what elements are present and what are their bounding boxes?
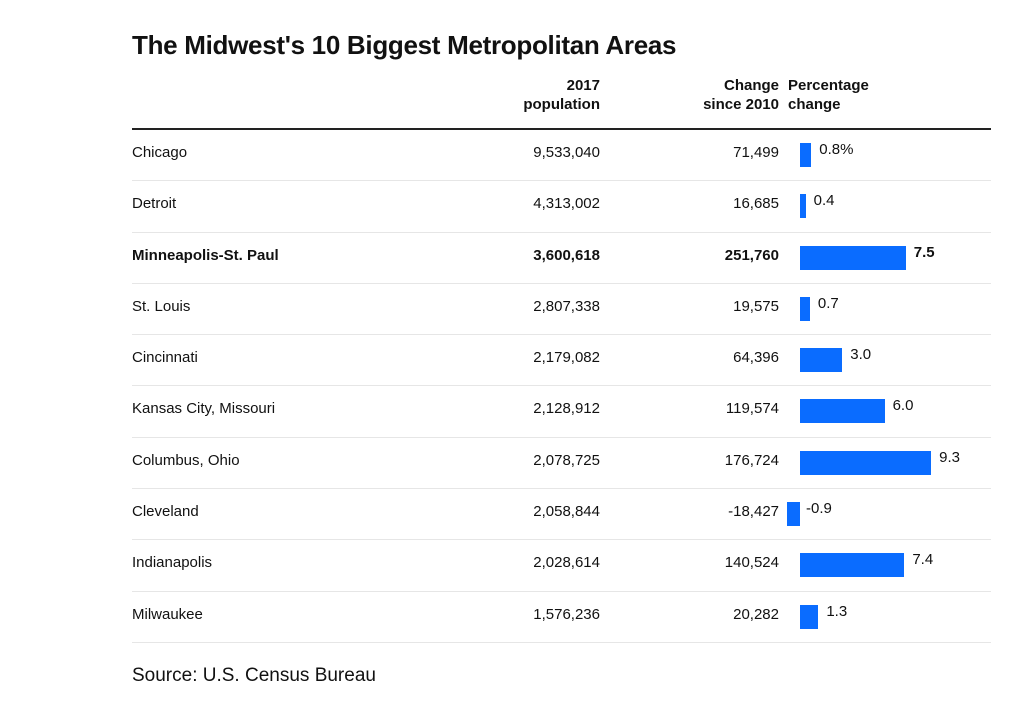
change-value: 16,685 — [733, 195, 779, 213]
header-change-line2: since 2010 — [703, 96, 779, 113]
metro-name: Cleveland — [132, 503, 199, 521]
percent-bar — [787, 502, 800, 527]
header-percent-line2: change — [788, 96, 841, 113]
population-value: 1,576,236 — [533, 605, 600, 623]
table-row: Detroit 4,313,002 16,685 0.4 — [132, 181, 991, 233]
percent-bar — [800, 399, 885, 424]
header-change: Change since 2010 — [619, 76, 779, 114]
table-body: Chicago 9,533,040 71,499 0.8% Detroit 4,313,0… — [132, 130, 991, 643]
percent-label: -0.9 — [806, 500, 832, 518]
population-value: 2,078,725 — [533, 451, 600, 469]
percent-bar — [800, 194, 806, 219]
metro-name: St. Louis — [132, 297, 191, 315]
metro-name: Detroit — [132, 195, 177, 213]
percent-bar — [800, 450, 932, 475]
metro-name: Indianapolis — [132, 554, 213, 572]
header-population-line1: 2017 — [566, 77, 600, 94]
change-value: 140,524 — [724, 554, 779, 572]
metro-name: Kansas City, Missouri — [132, 400, 276, 418]
header-percent: Percentage change — [788, 76, 988, 114]
header-percent-line1: Percentage — [788, 77, 869, 94]
change-value: 71,499 — [733, 144, 779, 161]
population-value: 3,600,618 — [533, 246, 600, 264]
metro-name: Minneapolis-St. Paul — [132, 246, 279, 264]
percent-bar — [800, 296, 810, 321]
percent-bar — [800, 553, 905, 578]
percent-bar — [800, 143, 812, 167]
population-value: 2,807,338 — [533, 297, 600, 315]
change-value: 64,396 — [733, 349, 779, 367]
header-population: 2017 population — [440, 76, 600, 114]
source-note: Source: U.S. Census Bureau — [132, 665, 376, 686]
population-value: 2,128,912 — [533, 400, 600, 418]
table-row: Cleveland 2,058,844 -18,427 -0.9 — [132, 489, 991, 541]
metro-name: Chicago — [132, 144, 188, 161]
percent-bar — [800, 245, 906, 270]
table-row: Columbus, Ohio 2,078,725 176,724 9.3 — [132, 438, 991, 490]
percent-label: 0.8% — [819, 141, 854, 158]
metro-name: Columbus, Ohio — [132, 451, 240, 469]
change-value: 251,760 — [724, 246, 779, 264]
header-change-line1: Change — [723, 77, 779, 94]
table-row: Cincinnati 2,179,082 64,396 3.0 — [132, 335, 991, 387]
table-row: Chicago 9,533,040 71,499 0.8% — [132, 130, 991, 182]
population-value: 2,058,844 — [533, 503, 600, 521]
percent-label: 7.4 — [912, 551, 934, 569]
percent-label: 6.0 — [892, 397, 914, 415]
change-value: 19,575 — [733, 297, 779, 315]
percent-label: 7.5 — [913, 243, 935, 261]
header-rule — [132, 128, 991, 130]
population-value: 9,533,040 — [533, 144, 600, 161]
change-value: 20,282 — [733, 605, 779, 623]
population-value: 2,179,082 — [533, 349, 600, 367]
table-row: Kansas City, Missouri 2,128,912 119,574 6.0 — [132, 386, 991, 438]
table-row: Minneapolis-St. Paul 3,600,618 251,760 7.5 — [132, 233, 991, 284]
metro-name: Cincinnati — [132, 349, 198, 367]
population-value: 2,028,614 — [533, 554, 600, 572]
percent-label: 1.3 — [826, 602, 848, 620]
percent-bar — [800, 348, 843, 373]
change-value: 176,724 — [724, 451, 779, 469]
change-value: -18,427 — [728, 503, 779, 521]
change-value: 119,574 — [725, 400, 779, 418]
table-row: Indianapolis 2,028,614 140,524 7.4 — [132, 540, 991, 592]
metro-name: Milwaukee — [132, 605, 203, 623]
chart-title: The Midwest's 10 Biggest Metropolitan Ar… — [132, 30, 677, 60]
percent-label: 0.4 — [813, 192, 835, 210]
percent-label: 3.0 — [850, 346, 872, 364]
percent-label: 0.7 — [817, 294, 839, 312]
population-value: 4,313,002 — [533, 195, 600, 213]
header-population-line2: population — [523, 96, 600, 113]
percent-label: 9.3 — [939, 448, 960, 466]
percent-bar — [800, 604, 819, 629]
table-row: Milwaukee 1,576,236 20,282 1.3 — [132, 592, 991, 643]
table-row: St. Louis 2,807,338 19,575 0.7 — [132, 284, 991, 336]
